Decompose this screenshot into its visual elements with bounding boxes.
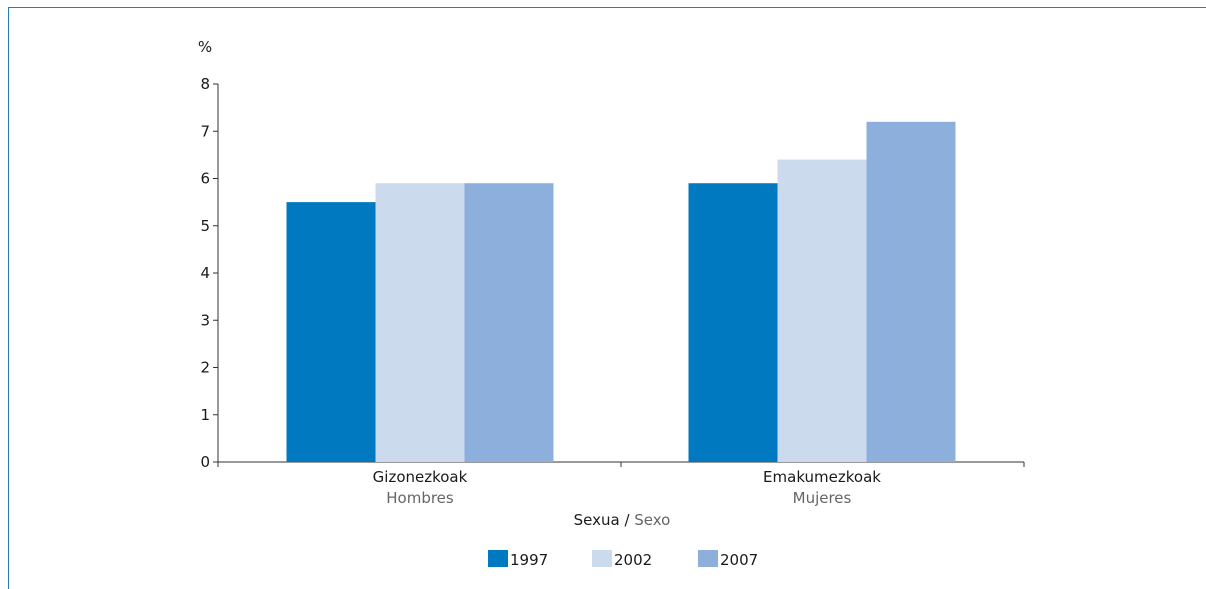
category-label: Emakumezkoak bbox=[763, 468, 881, 486]
y-tick-label: 3 bbox=[200, 311, 210, 329]
y-tick-label: 2 bbox=[200, 359, 210, 377]
legend-label-2002: 2002 bbox=[614, 551, 652, 569]
x-axis-title-main: Sexua bbox=[574, 511, 620, 529]
legend: 1997 2002 2007 bbox=[488, 550, 758, 569]
legend-swatch-1997 bbox=[488, 550, 508, 567]
legend-label-1997: 1997 bbox=[510, 551, 548, 569]
y-axis-label: % bbox=[198, 38, 212, 56]
y-tick-label: 1 bbox=[200, 406, 210, 424]
bars bbox=[286, 121, 956, 463]
y-tick-label: 7 bbox=[200, 122, 210, 140]
legend-label-2007: 2007 bbox=[720, 551, 758, 569]
y-tick-label: 8 bbox=[200, 75, 210, 93]
legend-swatch-2007 bbox=[698, 550, 718, 567]
labels: % Gizonezkoak Hombres Emakumezkoak Mujeres Se… bbox=[198, 38, 881, 529]
category-label: Gizonezkoak bbox=[373, 468, 468, 486]
category-sublabel: Hombres bbox=[386, 489, 454, 507]
y-tick-label: 4 bbox=[200, 264, 210, 282]
y-tick-label: 5 bbox=[200, 217, 210, 235]
chart-frame bbox=[8, 7, 1206, 589]
x-axis-title: Sexua / Sexo bbox=[574, 511, 671, 529]
bar-2002-emakumezkoak bbox=[777, 159, 867, 462]
bar-2007-emakumezkoak bbox=[866, 121, 956, 463]
bar-2007-gizonezkoak bbox=[464, 183, 554, 462]
x-axis-title-sub: Sexo bbox=[634, 511, 670, 529]
category-sublabel: Mujeres bbox=[793, 489, 852, 507]
legend-swatch-2002 bbox=[592, 550, 612, 567]
bar-1997-gizonezkoak bbox=[286, 202, 376, 462]
y-tick-label: 0 bbox=[200, 453, 210, 471]
x-axis-title-sep: / bbox=[620, 511, 635, 529]
bar-1997-emakumezkoak bbox=[688, 183, 778, 462]
bar-2002-gizonezkoak bbox=[375, 183, 465, 462]
y-tick-label: 6 bbox=[200, 170, 210, 188]
